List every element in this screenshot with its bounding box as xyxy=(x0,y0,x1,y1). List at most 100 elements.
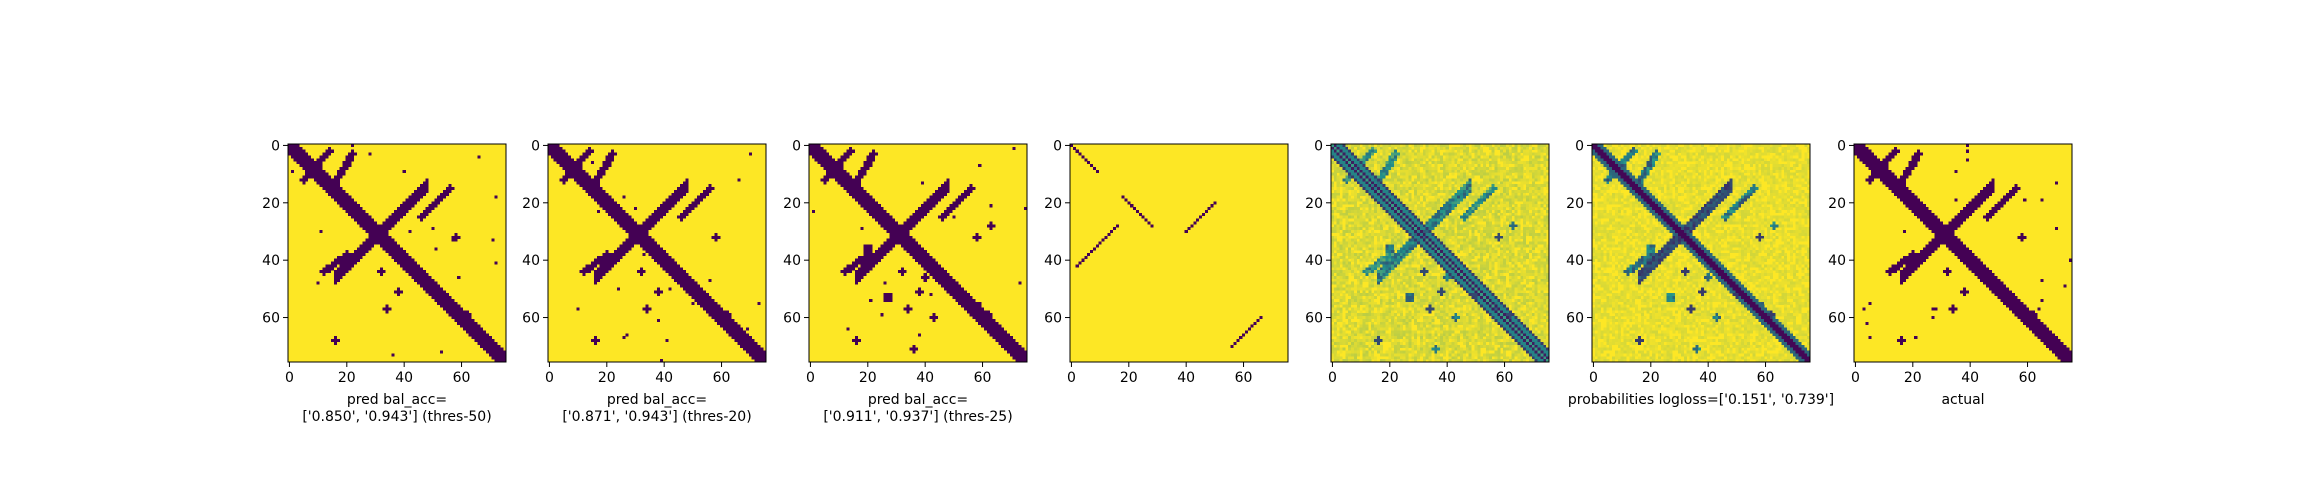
heatmap-cell xyxy=(1362,204,1366,208)
heatmap-cell xyxy=(998,339,1002,343)
heatmap-cell xyxy=(1503,184,1507,188)
heatmap-cell xyxy=(356,255,360,259)
heatmap-cell xyxy=(1451,158,1455,162)
heatmap-cell xyxy=(1356,184,1360,188)
heatmap-cell xyxy=(1399,204,1403,208)
heatmap-cell xyxy=(333,275,337,279)
heatmap-cell xyxy=(946,281,950,285)
heatmap-cell xyxy=(1368,204,1372,208)
heatmap-cell xyxy=(376,232,380,236)
heatmap-cell xyxy=(909,221,913,225)
heatmap-cell xyxy=(336,270,340,274)
heatmap-cell xyxy=(1422,187,1426,191)
heatmap-cell xyxy=(425,273,429,277)
heatmap-cell xyxy=(906,227,910,231)
heatmap-cell xyxy=(1379,230,1383,234)
heatmap-cell xyxy=(440,293,444,297)
heatmap-cell xyxy=(1488,152,1492,156)
heatmap-cell xyxy=(1362,238,1366,242)
heatmap-cell xyxy=(425,207,429,211)
heatmap-cell xyxy=(1448,178,1452,182)
heatmap-cell xyxy=(454,313,458,317)
heatmap-cell xyxy=(1474,244,1478,248)
heatmap-cell xyxy=(336,178,340,182)
heatmap-cell xyxy=(1388,215,1392,219)
heatmap-cell xyxy=(1345,209,1349,213)
heatmap-cell xyxy=(1425,244,1429,248)
heatmap-cell xyxy=(1483,238,1487,242)
heatmap-cell xyxy=(651,244,655,248)
heatmap-cell xyxy=(1528,198,1532,202)
heatmap-cell xyxy=(1514,204,1518,208)
heatmap-cell xyxy=(1365,158,1369,162)
heatmap-cell xyxy=(1471,175,1475,179)
heatmap-cell xyxy=(1425,204,1429,208)
heatmap-cell xyxy=(852,189,856,193)
heatmap-cell xyxy=(1345,152,1349,156)
heatmap-cell xyxy=(385,227,389,231)
heatmap-cell xyxy=(857,175,861,179)
heatmap-cell xyxy=(445,293,449,297)
heatmap-cell xyxy=(1442,201,1446,205)
heatmap-cell xyxy=(1362,152,1366,156)
heatmap-cell xyxy=(1480,198,1484,202)
heatmap-cell xyxy=(820,164,824,168)
heatmap-cell xyxy=(1471,221,1475,225)
heatmap-cell xyxy=(886,293,890,297)
heatmap-cell xyxy=(1411,187,1415,191)
heatmap-cell xyxy=(923,261,927,265)
heatmap-cell xyxy=(1500,155,1504,159)
heatmap-cell xyxy=(465,321,469,325)
heatmap-cell xyxy=(437,301,441,305)
heatmap-cell xyxy=(1457,172,1461,176)
heatmap-cell xyxy=(399,258,403,262)
heatmap-cell xyxy=(1356,175,1360,179)
heatmap-cell xyxy=(382,232,386,236)
heatmap-cell xyxy=(1485,209,1489,213)
heatmap-cell xyxy=(1382,178,1386,182)
heatmap-cell xyxy=(866,158,870,162)
heatmap-cell xyxy=(1371,169,1375,173)
heatmap-cell xyxy=(1428,152,1432,156)
heatmap-cell xyxy=(840,161,844,165)
heatmap-cell xyxy=(1408,158,1412,162)
heatmap-cell xyxy=(1543,178,1547,182)
heatmap-cell xyxy=(926,275,930,279)
heatmap-cell xyxy=(849,175,853,179)
heatmap-cell xyxy=(1520,144,1524,148)
heatmap-cell xyxy=(628,244,632,248)
heatmap-cell xyxy=(1546,161,1550,165)
heatmap-cell xyxy=(983,316,987,320)
heatmap-cell xyxy=(1422,244,1426,248)
heatmap-cell xyxy=(737,339,741,343)
heatmap-cell xyxy=(995,339,999,343)
heatmap-cell xyxy=(717,235,721,239)
heatmap-cell xyxy=(1448,215,1452,219)
heatmap-cell xyxy=(1480,218,1484,222)
heatmap-cell xyxy=(1514,149,1518,153)
heatmap-cell xyxy=(434,281,438,285)
heatmap-cell xyxy=(582,172,586,176)
heatmap-cell xyxy=(952,284,956,288)
heatmap-cell xyxy=(1471,235,1475,239)
heatmap-cell xyxy=(674,270,678,274)
heatmap-cell xyxy=(1494,189,1498,193)
heatmap-cell xyxy=(331,261,335,265)
heatmap-cell xyxy=(293,155,297,159)
heatmap-cell xyxy=(1517,164,1521,168)
heatmap-cell xyxy=(1018,356,1022,360)
heatmap-cell xyxy=(1428,238,1432,242)
heatmap-cell xyxy=(588,189,592,193)
heatmap-cell xyxy=(1451,195,1455,199)
heatmap-cell xyxy=(1505,215,1509,219)
heatmap-cell xyxy=(1428,169,1432,173)
heatmap-cell xyxy=(1440,221,1444,225)
heatmap-cell xyxy=(895,235,899,239)
heatmap-cell xyxy=(860,270,864,274)
heatmap-cell xyxy=(397,253,401,257)
heatmap-cell xyxy=(978,318,982,322)
heatmap-cell xyxy=(1405,187,1409,191)
heatmap-cell xyxy=(1394,198,1398,202)
heatmap-cell xyxy=(1543,146,1547,150)
heatmap-cell xyxy=(952,293,956,297)
